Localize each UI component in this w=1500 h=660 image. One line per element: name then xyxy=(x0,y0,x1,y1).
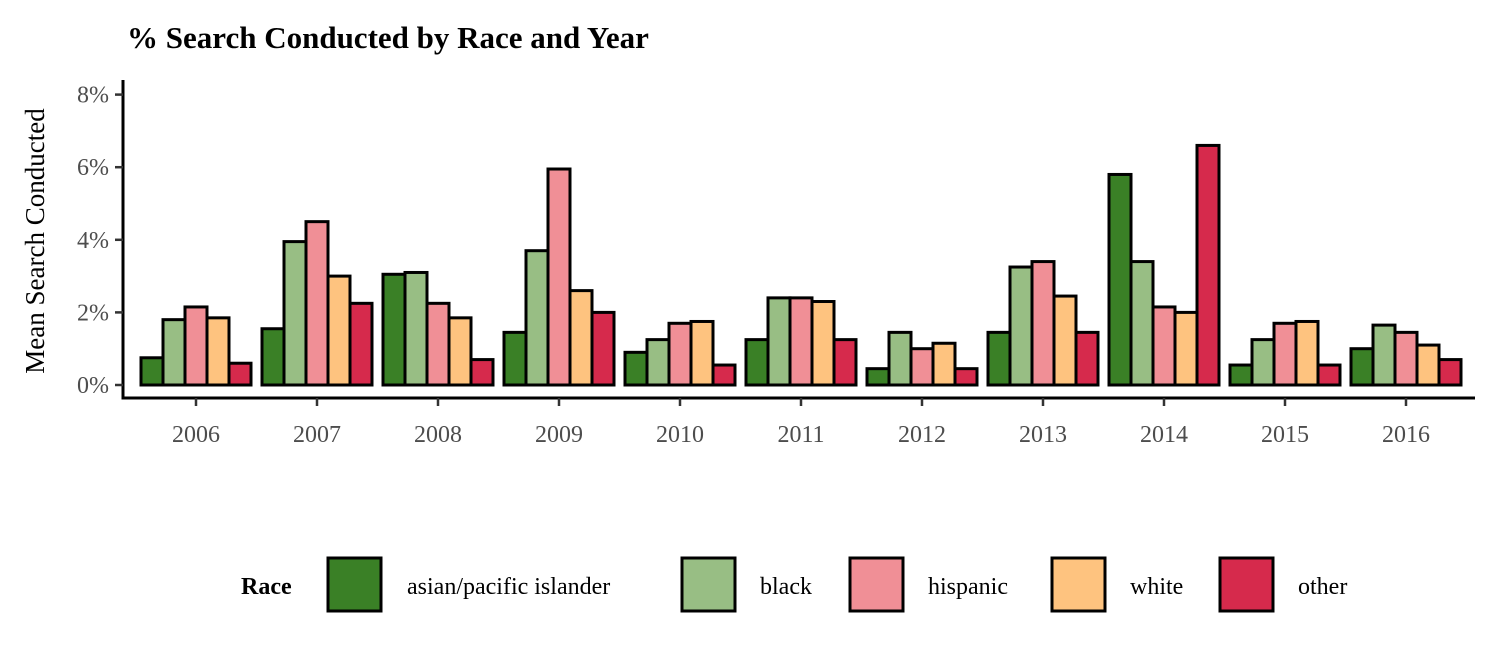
bar-2013-asian-pacific-islander xyxy=(986,330,1012,387)
bar-2006-other xyxy=(227,361,253,387)
bar-2011-hispanic xyxy=(788,296,814,387)
legend-key xyxy=(1050,556,1107,613)
legend-title: Race xyxy=(241,574,292,600)
bar-2008-asian-pacific-islander xyxy=(381,272,407,387)
bar-2015-white xyxy=(1294,319,1320,387)
y-tick-label: 2% xyxy=(77,300,109,326)
bar-2013-other xyxy=(1074,330,1100,387)
bar-2006-hispanic xyxy=(183,305,209,387)
bar-2015-hispanic xyxy=(1272,321,1298,387)
bar-2011-white xyxy=(810,300,836,387)
y-tick-label: 4% xyxy=(77,228,109,254)
bar-2008-other xyxy=(469,358,495,387)
bar-2014-asian-pacific-islander xyxy=(1107,172,1133,387)
x-tick-label: 2008 xyxy=(414,422,462,448)
bar-2016-hispanic xyxy=(1393,330,1419,387)
x-axis: 2006 2007 2008 2009 2010 2011 2012 2013 2014 2015… xyxy=(121,396,1475,448)
x-tick-label: 2014 xyxy=(1140,422,1188,448)
legend-key xyxy=(680,556,737,613)
legend-label: white xyxy=(1130,574,1183,600)
x-tick-label: 2015 xyxy=(1261,422,1309,448)
bar-2006-asian-pacific-islander xyxy=(139,356,165,387)
bar-2015-asian-pacific-islander xyxy=(1228,363,1254,387)
chart-title: % Search Conducted by Race and Year xyxy=(127,20,649,55)
bar-2008-black xyxy=(403,270,429,387)
bar-2011-other xyxy=(832,338,858,387)
bar-2013-white xyxy=(1052,294,1078,387)
bar-2014-white xyxy=(1173,310,1199,387)
bar-2015-other xyxy=(1316,363,1342,387)
legend: Race asian/pacific islander black hispanic… xyxy=(241,556,1347,613)
bar-2015-black xyxy=(1250,338,1276,387)
x-tick-label: 2006 xyxy=(172,422,220,448)
bar-2016-white xyxy=(1415,343,1441,387)
y-tick-label: 6% xyxy=(77,155,109,181)
bar-2011-asian-pacific-islander xyxy=(744,338,770,387)
x-tick-label: 2016 xyxy=(1382,422,1430,448)
bar-2009-hispanic xyxy=(546,167,572,387)
bar-2014-hispanic xyxy=(1151,305,1177,387)
bar-2013-hispanic xyxy=(1030,260,1056,387)
bar-2010-hispanic xyxy=(667,321,693,387)
bar-2007-hispanic xyxy=(304,220,330,387)
bar-2010-asian-pacific-islander xyxy=(623,350,649,387)
bar-2007-other xyxy=(348,301,374,387)
bar-2009-white xyxy=(568,289,594,387)
bar-2016-asian-pacific-islander xyxy=(1349,347,1375,387)
bar-2010-other xyxy=(711,363,737,387)
bar-2009-other xyxy=(590,310,616,387)
legend-label: black xyxy=(760,574,812,600)
bar-2012-asian-pacific-islander xyxy=(865,367,891,387)
bar-2007-black xyxy=(282,240,308,387)
bar-2006-black xyxy=(161,318,187,387)
plot-bars xyxy=(139,143,1463,387)
bar-2012-white xyxy=(931,341,957,387)
legend-key xyxy=(848,556,905,613)
bar-2007-asian-pacific-islander xyxy=(260,327,286,387)
bar-2016-other xyxy=(1437,358,1463,387)
y-axis-label: Mean Search Conducted xyxy=(20,108,50,374)
legend-label: asian/pacific islander xyxy=(407,574,610,600)
x-tick-label: 2013 xyxy=(1019,422,1067,448)
x-tick-label: 2007 xyxy=(293,422,341,448)
bar-2009-black xyxy=(524,249,550,387)
y-axis: 0% 2% 4% 6% 8% xyxy=(77,80,125,400)
bar-2016-black xyxy=(1371,323,1397,387)
bar-2014-black xyxy=(1129,260,1155,387)
x-tick-label: 2012 xyxy=(898,422,946,448)
bar-2014-other xyxy=(1195,143,1221,387)
bar-2008-white xyxy=(447,316,473,387)
legend-key xyxy=(326,556,383,613)
bar-2008-hispanic xyxy=(425,301,451,387)
y-tick-label: 0% xyxy=(77,373,109,399)
bar-2009-asian-pacific-islander xyxy=(502,330,528,387)
bar-2010-white xyxy=(689,319,715,387)
bar-2013-black xyxy=(1008,265,1034,387)
y-tick-label: 8% xyxy=(77,83,109,109)
bar-2012-hispanic xyxy=(909,347,935,387)
bar-2010-black xyxy=(645,338,671,387)
legend-key xyxy=(1218,556,1275,613)
x-tick-label: 2011 xyxy=(777,422,824,448)
legend-label: other xyxy=(1298,574,1347,600)
bar-2012-black xyxy=(887,330,913,387)
bar-2007-white xyxy=(326,274,352,387)
legend-label: hispanic xyxy=(928,574,1008,600)
bar-2012-other xyxy=(953,367,979,387)
x-tick-label: 2010 xyxy=(656,422,704,448)
x-tick-label: 2009 xyxy=(535,422,583,448)
bar-2006-white xyxy=(205,316,231,387)
bar-2011-black xyxy=(766,296,792,387)
